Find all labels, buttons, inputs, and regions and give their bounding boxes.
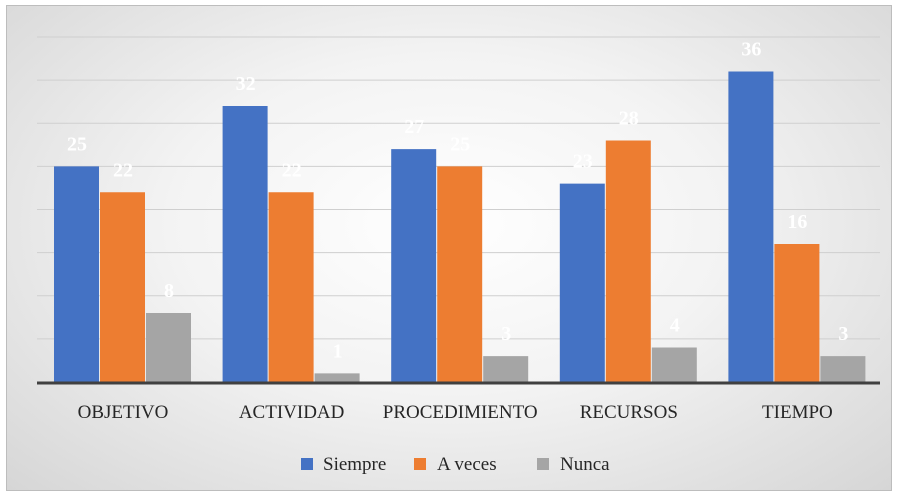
bars <box>54 71 866 382</box>
legend-label: A veces <box>437 454 497 475</box>
category-label-actividad: ACTIVIDAD <box>239 402 345 423</box>
bar-siempre-recursos <box>559 183 605 382</box>
category-labels: OBJETIVO ACTIVIDAD PROCEDIMIENTO RECURSOS TI… <box>78 402 833 423</box>
data-label: 25 <box>450 133 470 155</box>
data-label: 3 <box>501 323 511 345</box>
legend-swatch <box>537 458 549 470</box>
bar-nunca-recursos <box>651 347 697 382</box>
bar-nunca-tiempo <box>820 356 866 382</box>
legend-swatch <box>301 458 313 470</box>
data-label: 16 <box>787 211 807 233</box>
data-label: 25 <box>67 133 87 155</box>
category-label-tiempo: TIEMPO <box>762 402 833 423</box>
data-label: 28 <box>619 108 639 130</box>
legend: Siempre A veces Nunca <box>301 454 610 475</box>
bar-chart: OBJETIVO ACTIVIDAD PROCEDIMIENTO RECURSOS TI… <box>37 36 880 475</box>
data-label: 22 <box>282 159 302 181</box>
bar-siempre-procedimiento <box>391 149 437 382</box>
bar-nunca-procedimiento <box>483 356 529 382</box>
bar-nunca-objetivo <box>146 313 191 382</box>
data-label: 36 <box>741 39 761 61</box>
bar-a-veces-procedimiento <box>437 166 483 382</box>
data-label: 4 <box>670 315 680 337</box>
bar-siempre-objetivo <box>54 166 99 382</box>
bar-siempre-tiempo <box>728 71 774 382</box>
category-label-recursos: RECURSOS <box>580 402 678 423</box>
category-label-objetivo: OBJETIVO <box>78 402 169 423</box>
legend-label: Nunca <box>560 454 610 475</box>
data-label: 8 <box>164 280 174 302</box>
category-label-procedimiento: PROCEDIMIENTO <box>383 402 538 423</box>
bar-a-veces-actividad <box>268 192 314 382</box>
data-label: 3 <box>838 323 848 345</box>
data-label: 22 <box>113 159 133 181</box>
data-label: 1 <box>333 340 343 362</box>
bar-siempre-actividad <box>222 106 268 382</box>
legend-label: Siempre <box>323 454 386 475</box>
chart-frame: OBJETIVO ACTIVIDAD PROCEDIMIENTO RECURSOS TI… <box>6 5 892 491</box>
data-label: 23 <box>573 151 593 173</box>
bar-a-veces-tiempo <box>774 244 820 382</box>
data-label: 32 <box>236 73 256 95</box>
bar-a-veces-objetivo <box>100 192 145 382</box>
bar-nunca-actividad <box>314 373 360 382</box>
bar-a-veces-recursos <box>605 140 651 382</box>
legend-swatch <box>414 458 426 470</box>
data-labels: 25 32 27 23 36 22 22 25 28 16 8 1 3 4 3 <box>67 39 848 363</box>
data-label: 27 <box>404 116 424 138</box>
